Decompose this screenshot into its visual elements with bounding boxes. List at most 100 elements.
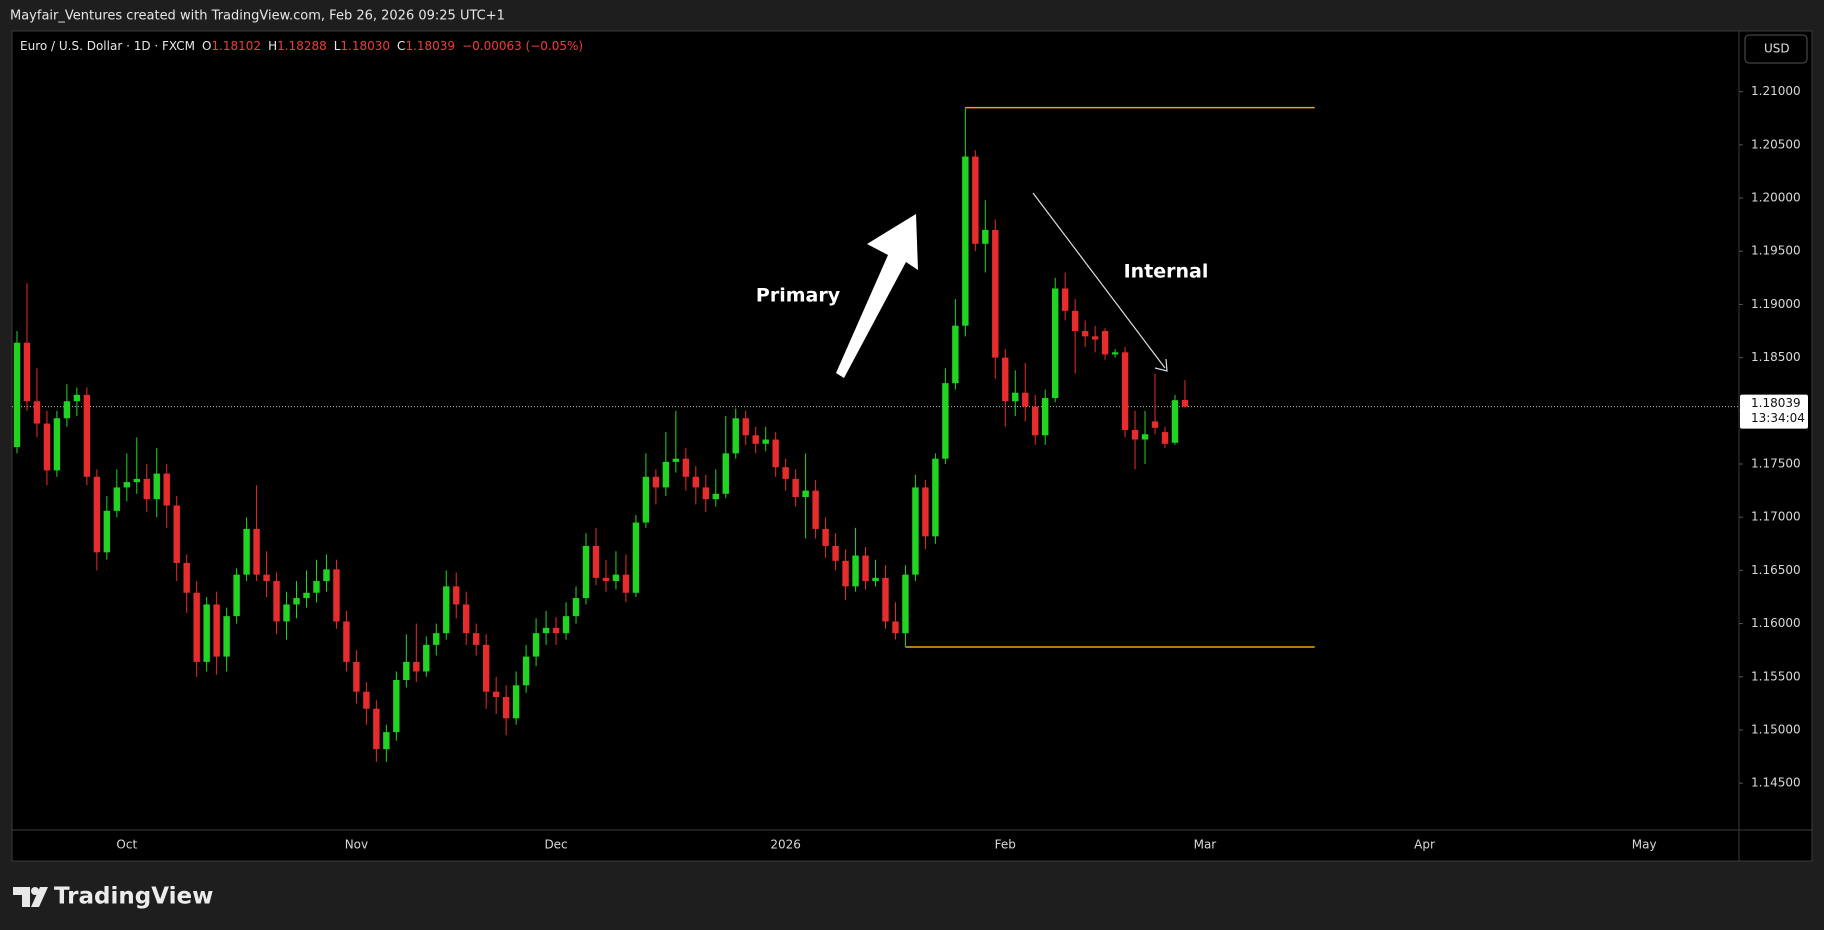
candle-body — [532, 633, 540, 657]
last-price-label: 1.18039 — [1751, 396, 1801, 410]
candle-body — [962, 156, 969, 326]
candle-body — [293, 598, 300, 605]
candle-body — [363, 691, 370, 709]
candle-body — [572, 598, 580, 617]
candle-body — [423, 644, 430, 672]
candles — [13, 107, 1189, 762]
candle-body — [383, 732, 390, 750]
candle-body — [233, 574, 240, 617]
candle-body — [612, 574, 620, 582]
candle-body — [482, 644, 490, 692]
candle-body — [1171, 400, 1179, 443]
annotation: Primary — [756, 285, 841, 307]
candle-body — [692, 476, 700, 488]
candle-body — [1022, 392, 1029, 407]
candle-body — [1181, 399, 1189, 407]
candle-body — [802, 490, 809, 497]
candle-body — [632, 522, 640, 593]
candle-body — [123, 482, 131, 488]
candle-body — [253, 528, 260, 575]
candle-body — [243, 528, 250, 575]
y-tick-label: 1.18500 — [1751, 350, 1801, 364]
candle-body — [842, 560, 849, 587]
candle-body — [812, 490, 819, 529]
legend-value: 1.18288 — [277, 39, 327, 53]
candle-body — [273, 581, 280, 622]
candle-body — [93, 476, 101, 553]
currency-box[interactable] — [1744, 34, 1808, 64]
candle-body — [922, 487, 929, 537]
legend: Euro / U.S. Dollar · 1D · FXCM O1.18102 H1… — [20, 39, 583, 53]
y-tick-label: 1.15000 — [1751, 722, 1801, 736]
candle-body — [1042, 398, 1049, 436]
y-tick-label: 1.15500 — [1751, 669, 1801, 683]
candle-body — [203, 604, 210, 662]
candle-body — [133, 478, 140, 483]
candle-body — [223, 616, 230, 657]
candle-body — [1091, 336, 1099, 340]
candle-body — [642, 476, 650, 523]
candle-body — [952, 325, 959, 384]
candle-body — [353, 661, 360, 692]
candle-body — [882, 577, 889, 622]
chart-panel — [11, 30, 1813, 862]
candle-body — [582, 545, 590, 599]
legend-key: L — [333, 39, 341, 53]
candle-body — [453, 586, 460, 605]
legend-key: C — [397, 39, 406, 53]
candle-body — [143, 478, 150, 500]
candle-body — [662, 461, 670, 488]
candle-body — [732, 418, 739, 454]
candle-body — [373, 708, 380, 750]
x-tick-label: Nov — [345, 838, 368, 852]
candle-body — [852, 555, 859, 587]
candle-body — [942, 383, 949, 459]
brand: TradingView — [54, 884, 213, 910]
candle-body — [1051, 288, 1059, 399]
candle-body — [762, 439, 769, 444]
candle-body — [393, 679, 400, 733]
candle-body — [333, 569, 340, 622]
y-tick-label: 1.19000 — [1751, 297, 1801, 311]
legend-value: 1.18039 — [405, 39, 456, 53]
candle-body — [972, 156, 979, 244]
candle-body — [682, 458, 690, 477]
candle-body — [1141, 434, 1149, 440]
candle-body — [912, 487, 919, 575]
candle-body — [433, 633, 440, 645]
candle-body — [313, 581, 320, 593]
candle-body — [23, 342, 31, 402]
x-tick-label: Mar — [1194, 838, 1217, 852]
x-tick-label: May — [1632, 838, 1657, 852]
candle-body — [1071, 310, 1079, 332]
candle-body — [1151, 421, 1159, 428]
legend-value: 1.18102 — [211, 39, 262, 53]
candle-body — [1032, 406, 1039, 436]
candle-body — [492, 691, 500, 698]
candle-body — [103, 510, 111, 553]
currency[interactable]: USD — [1764, 42, 1790, 56]
candle-body — [1131, 429, 1139, 440]
candle-body — [443, 586, 450, 634]
candle-body — [193, 592, 200, 662]
candle-body — [872, 577, 879, 582]
candle-body — [602, 577, 610, 582]
candle-body — [742, 418, 749, 436]
candle-body — [1081, 331, 1089, 337]
countdown: 13:34:04 — [1751, 411, 1805, 425]
candle-body — [163, 473, 170, 506]
annotation: Internal — [1124, 261, 1209, 283]
candle-body — [113, 487, 121, 511]
candle-body — [902, 574, 909, 634]
y-tick-label: 1.17500 — [1751, 457, 1801, 471]
candle-body — [73, 394, 81, 402]
y-tick-label: 1.16000 — [1751, 616, 1801, 630]
candle-body — [1101, 331, 1109, 355]
y-tick-label: 1.17000 — [1751, 510, 1801, 524]
candle-body — [772, 439, 779, 468]
y-tick-label: 1.14500 — [1751, 776, 1801, 790]
candle-body — [83, 394, 91, 477]
x-tick-label: Feb — [995, 838, 1016, 852]
candle-body — [512, 685, 520, 719]
